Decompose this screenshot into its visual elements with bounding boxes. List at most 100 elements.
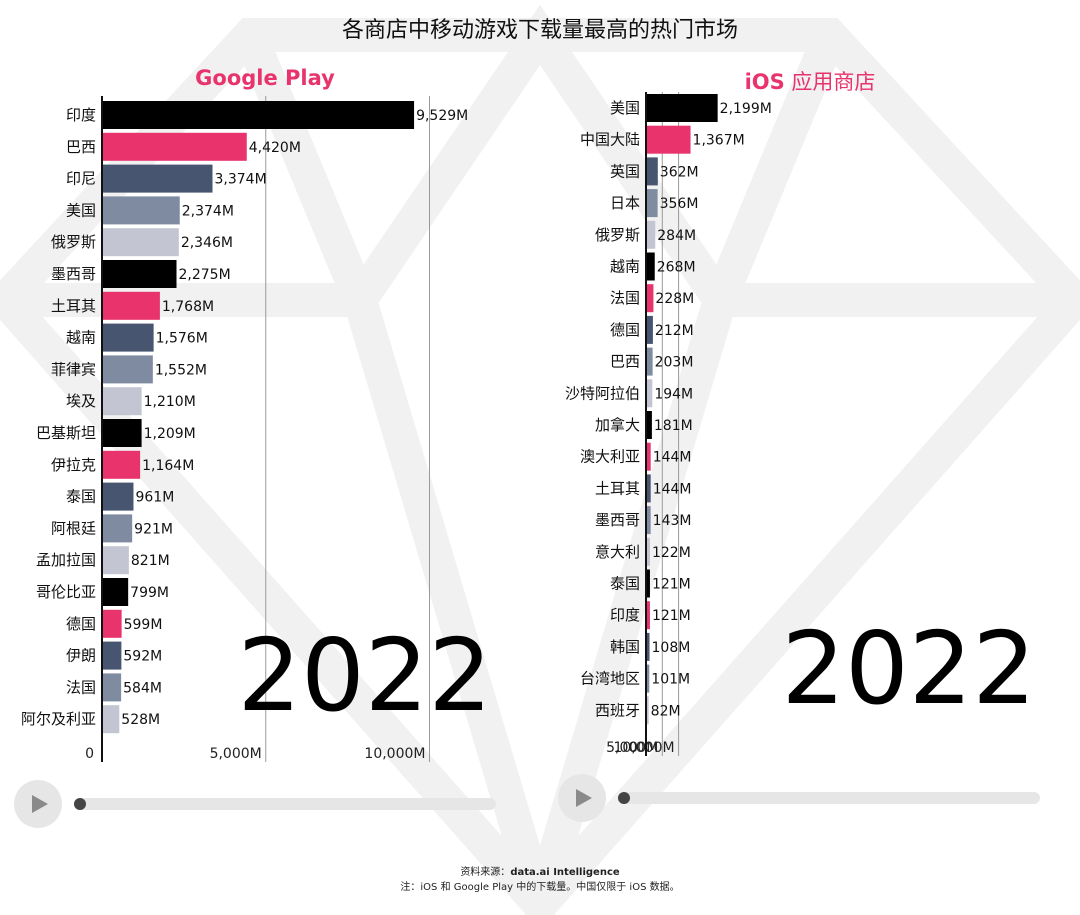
gp-category-label: 土耳其 — [51, 297, 96, 315]
ios-bar — [646, 411, 652, 439]
gp-year-label: 2022 — [238, 617, 493, 734]
ios-category-label: 巴西 — [610, 353, 640, 371]
ios-category-label: 美国 — [610, 99, 640, 117]
gp-value-label: 1,209M — [144, 426, 196, 442]
ios-tick-label: 10,000M — [614, 740, 675, 756]
ios-category-label: 法国 — [610, 289, 640, 307]
gp-category-label: 阿尔及利亚 — [21, 710, 96, 728]
ios-value-label: 143M — [653, 513, 692, 529]
gp-bar — [102, 355, 153, 384]
gp-value-label: 2,275M — [179, 267, 231, 283]
gp-category-label: 菲律宾 — [51, 360, 96, 378]
chart-title: 各商店中移动游戏下载量最高的热门市场 — [341, 18, 738, 43]
gp-category-label: 伊拉克 — [51, 456, 96, 474]
gp-category-label: 越南 — [66, 329, 96, 347]
ios-category-label: 泰国 — [610, 575, 640, 593]
ios-value-label: 121M — [652, 577, 691, 593]
gp-bar — [102, 196, 180, 225]
gp-bar — [102, 387, 142, 416]
ios-category-label: 俄罗斯 — [595, 226, 640, 244]
gp-value-label: 1,552M — [155, 362, 207, 378]
gp-tick-label: 10,000M — [364, 746, 425, 762]
ios-timeline-handle[interactable] — [618, 792, 630, 804]
gp-bar — [102, 705, 120, 734]
ios-bar — [646, 442, 651, 471]
ios-bar — [646, 94, 718, 122]
ios-value-label: 82M — [651, 703, 681, 719]
gp-bar — [102, 450, 141, 479]
gp-bar — [102, 546, 129, 575]
ios-bar — [646, 284, 654, 313]
ios-bar — [646, 569, 650, 598]
gp-category-label: 美国 — [66, 201, 96, 219]
ios-bar — [646, 125, 691, 154]
ios-bar — [646, 474, 651, 503]
gp-bar — [102, 101, 415, 129]
ios-value-label: 2,199M — [720, 101, 772, 117]
gp-value-label: 921M — [134, 521, 173, 537]
gp-value-label: 2,374M — [182, 203, 234, 219]
ios-value-label: 228M — [655, 291, 694, 307]
ios-bar — [646, 537, 650, 566]
ios-value-label: 108M — [652, 640, 691, 656]
ios-value-label: 181M — [654, 418, 693, 434]
gp-bar — [102, 673, 122, 702]
gp-tick-label: 5,000M — [210, 746, 262, 762]
gp-category-label: 埃及 — [66, 392, 96, 410]
ios-category-label: 日本 — [610, 194, 640, 212]
ios-category-label: 印度 — [610, 606, 640, 624]
ios-bar — [646, 252, 655, 281]
ios-value-label: 284M — [657, 228, 696, 244]
gp-category-label: 阿根廷 — [51, 519, 96, 537]
gp-category-label: 孟加拉国 — [36, 551, 96, 569]
google-play-play-button[interactable] — [14, 780, 62, 828]
ios-bar — [646, 315, 653, 344]
google-play-timeline-handle[interactable] — [74, 798, 86, 810]
google-play-timeline-slider[interactable] — [74, 798, 496, 810]
gp-tick-label: 0 — [85, 746, 94, 762]
ios-category-label: 台湾地区 — [580, 670, 640, 688]
ios-value-label: 121M — [652, 608, 691, 624]
gp-category-label: 泰国 — [66, 488, 96, 506]
ios-value-label: 203M — [655, 355, 694, 371]
gp-category-label: 墨西哥 — [51, 265, 96, 283]
gp-bar — [102, 419, 142, 447]
gp-value-label: 592M — [123, 649, 162, 665]
gp-bar — [102, 578, 129, 606]
ios-value-label: 122M — [652, 545, 691, 561]
ios-store-title: iOS 应用商店 — [700, 66, 920, 96]
gp-value-label: 1,210M — [144, 394, 196, 410]
gp-bar — [102, 609, 122, 638]
gp-value-label: 9,529M — [416, 108, 468, 124]
gp-value-label: 3,374M — [214, 172, 266, 188]
ios-play-button[interactable] — [558, 774, 606, 822]
gp-category-label: 巴西 — [66, 138, 96, 156]
ios-bar — [646, 601, 650, 630]
ios-bar — [646, 347, 653, 376]
ios-category-label: 英国 — [610, 162, 640, 180]
ios-category-label: 澳大利亚 — [580, 448, 640, 466]
footnote: 注：iOS 和 Google Play 中的下载量。中国仅限于 iOS 数据。 — [400, 882, 680, 893]
ios-value-label: 101M — [651, 672, 690, 688]
ios-title-rest: 应用商店 — [784, 70, 876, 94]
gp-value-label: 2,346M — [181, 235, 233, 251]
ios-category-label: 中国大陆 — [580, 131, 640, 149]
ios-timeline-slider[interactable] — [618, 792, 1040, 804]
gp-category-label: 巴基斯坦 — [36, 424, 96, 442]
ios-value-label: 194M — [654, 386, 693, 402]
gp-value-label: 1,164M — [142, 458, 194, 474]
gp-value-label: 1,576M — [156, 331, 208, 347]
ios-bar — [646, 157, 658, 186]
ios-tick-label: 0 — [629, 740, 638, 756]
ios-value-label: 268M — [657, 260, 696, 276]
ios-category-label: 西班牙 — [595, 701, 640, 719]
gp-category-label: 俄罗斯 — [51, 233, 96, 251]
ios-bar — [646, 664, 650, 693]
ios-bar — [646, 506, 651, 535]
ios-title-word: iOS — [744, 70, 785, 94]
ios-bar — [646, 632, 650, 661]
ios-value-label: 144M — [653, 450, 692, 466]
ios-value-label: 1,367M — [693, 133, 745, 149]
gp-value-label: 528M — [121, 712, 160, 728]
